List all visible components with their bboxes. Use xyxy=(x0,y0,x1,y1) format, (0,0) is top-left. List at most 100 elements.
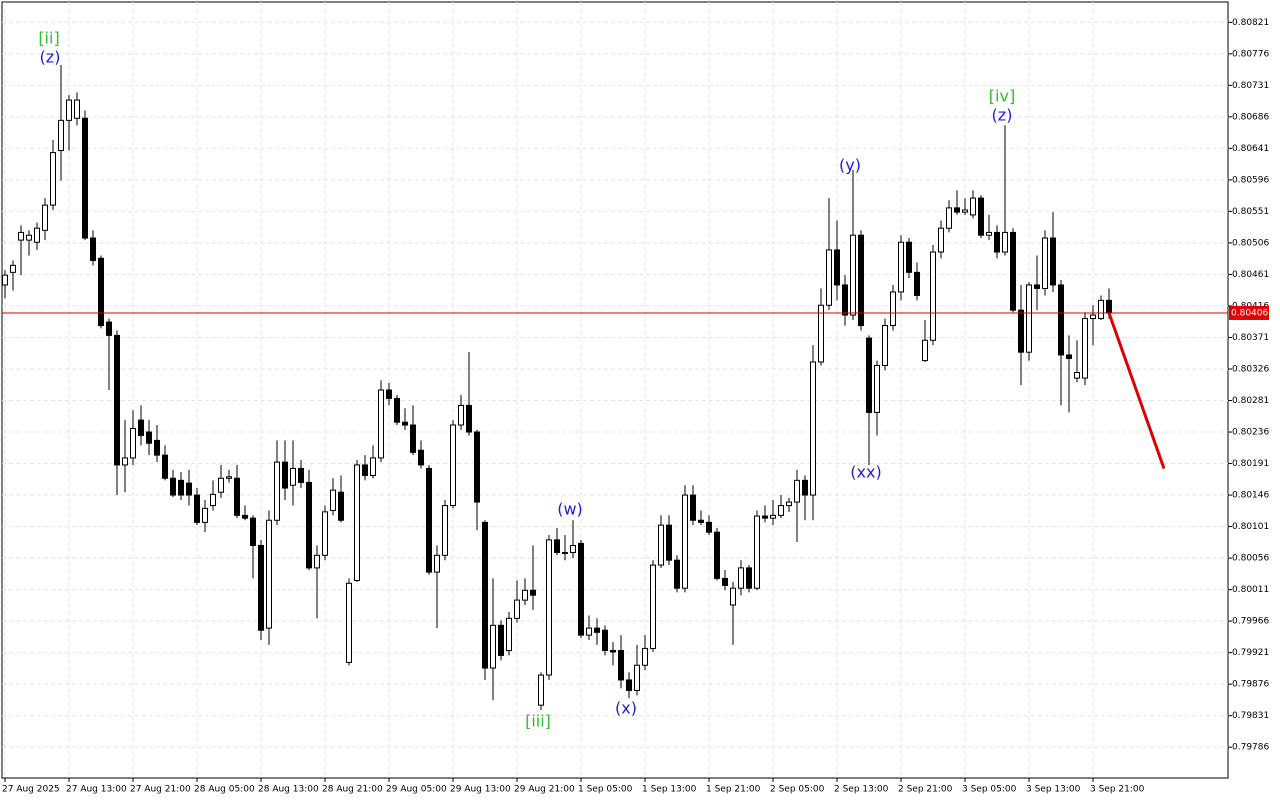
y-tick-label: 0.80101 xyxy=(1232,522,1269,532)
candle-body xyxy=(282,461,288,489)
y-tick-label: 0.79921 xyxy=(1232,648,1269,658)
candle-body xyxy=(162,454,168,479)
wave-label: (w) xyxy=(557,500,583,519)
candle-body xyxy=(1026,284,1032,353)
candle-body xyxy=(74,99,80,119)
candle-body xyxy=(362,464,368,476)
candle-body xyxy=(626,679,632,691)
candle-body xyxy=(922,339,928,362)
candle-body xyxy=(1098,299,1104,320)
y-tick-label: 0.80281 xyxy=(1232,396,1269,406)
wave-label: (xx) xyxy=(850,463,881,482)
candle-body xyxy=(954,207,960,213)
x-tick-label: 29 Aug 21:00 xyxy=(514,785,575,795)
candle-body xyxy=(994,231,1000,253)
candle-body xyxy=(722,577,728,586)
candle-body xyxy=(90,237,96,261)
candle-body xyxy=(898,241,904,293)
candle-body xyxy=(378,389,384,459)
candle-body xyxy=(138,419,144,437)
forecast-line xyxy=(1107,312,1166,469)
candle-body xyxy=(682,494,688,589)
candle-body xyxy=(778,505,784,516)
candle-body xyxy=(930,251,936,341)
candle-body xyxy=(834,249,840,286)
candle-body xyxy=(826,249,832,306)
x-tick-label: 27 Aug 21:00 xyxy=(130,785,191,795)
candle-body xyxy=(418,449,424,466)
candle-body xyxy=(410,424,416,453)
candle-body xyxy=(466,404,472,433)
candle-body xyxy=(314,554,320,569)
candle-body xyxy=(1010,231,1016,311)
candle-body xyxy=(530,589,536,596)
wave-label: (y) xyxy=(839,156,861,175)
candle-body xyxy=(250,517,256,546)
candle-body xyxy=(194,494,200,523)
x-tick-label: 28 Aug 13:00 xyxy=(258,785,319,795)
candle-body xyxy=(186,482,192,496)
candle-body xyxy=(58,119,64,151)
candle-body xyxy=(450,424,456,507)
candle-body xyxy=(474,431,480,503)
y-tick-label: 0.80146 xyxy=(1232,491,1269,501)
candle-body xyxy=(1050,237,1056,286)
y-tick-label: 0.80686 xyxy=(1232,112,1269,122)
candle-body xyxy=(850,234,856,316)
candle-body xyxy=(338,491,344,521)
y-tick-label: 0.79786 xyxy=(1232,743,1269,753)
candle-body xyxy=(402,421,408,426)
candle-body xyxy=(442,505,448,556)
candle-body xyxy=(322,511,328,556)
candle-body xyxy=(738,567,744,589)
candle-body xyxy=(1090,314,1096,320)
x-tick-label: 2 Sep 21:00 xyxy=(898,785,953,795)
candle-body xyxy=(754,515,760,589)
candle-body xyxy=(1066,354,1072,359)
candle-body xyxy=(914,271,920,296)
x-tick-label: 1 Sep 05:00 xyxy=(578,785,633,795)
candle-body xyxy=(1042,237,1048,289)
grid xyxy=(2,2,1228,778)
candle-body xyxy=(34,227,40,243)
candle-body xyxy=(538,674,544,706)
candle-body xyxy=(562,551,568,554)
candle-body xyxy=(458,404,464,426)
y-tick-label: 0.80551 xyxy=(1232,207,1269,217)
candle-body xyxy=(18,231,24,241)
current-price-label: 0.80406 xyxy=(1231,308,1268,318)
candle-body xyxy=(346,582,352,663)
candle-body xyxy=(874,364,880,413)
candle-body xyxy=(98,257,104,327)
candle-body xyxy=(42,204,48,231)
y-tick-label: 0.80821 xyxy=(1232,18,1269,28)
candle-body xyxy=(26,234,32,241)
candle-body xyxy=(498,624,504,656)
candle-body xyxy=(610,650,616,653)
candle-body xyxy=(762,515,768,519)
x-tick-label: 28 Aug 21:00 xyxy=(322,785,383,795)
candle-body xyxy=(1074,371,1080,379)
y-tick-label: 0.79831 xyxy=(1232,711,1269,721)
y-tick-label: 0.80056 xyxy=(1232,554,1269,564)
wave-label: [iii] xyxy=(525,712,551,731)
candle-body xyxy=(242,514,248,519)
y-tick-label: 0.80776 xyxy=(1232,49,1269,59)
candle-body xyxy=(858,234,864,327)
candle-body xyxy=(650,564,656,649)
candle-body xyxy=(698,519,704,523)
x-tick-label: 3 Sep 21:00 xyxy=(1090,785,1145,795)
candle-body xyxy=(306,481,312,569)
candle-body xyxy=(154,439,160,456)
x-tick-label: 29 Aug 13:00 xyxy=(450,785,511,795)
x-tick-label: 29 Aug 05:00 xyxy=(386,785,447,795)
x-tick-label: 3 Sep 13:00 xyxy=(1026,785,1081,795)
candle-body xyxy=(218,477,224,493)
candle-body xyxy=(394,397,400,423)
candle-body xyxy=(1002,231,1008,253)
candle-body xyxy=(842,284,848,316)
candle-body xyxy=(146,431,152,444)
candle-body xyxy=(258,544,264,631)
